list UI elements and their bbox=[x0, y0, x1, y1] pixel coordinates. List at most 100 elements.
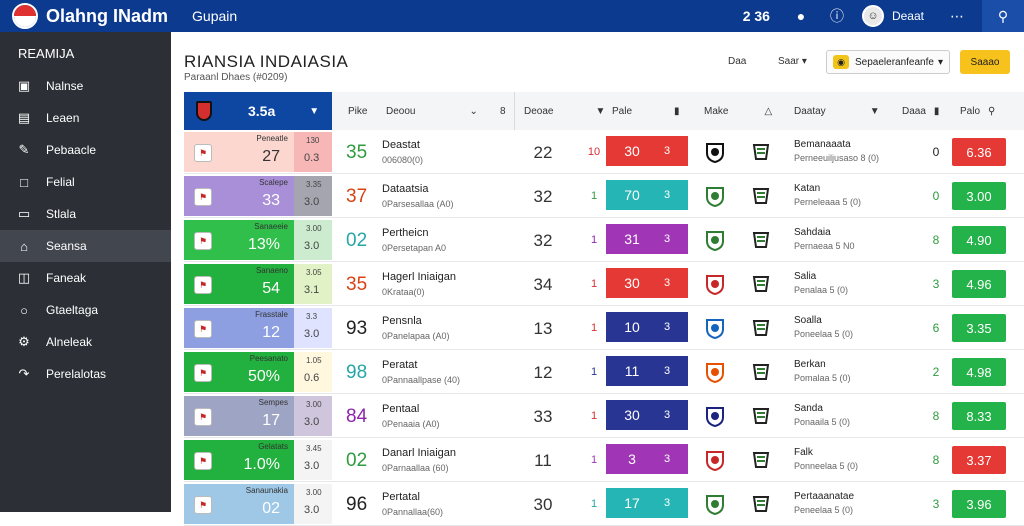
team-name[interactable]: Bemanaaata bbox=[794, 139, 851, 150]
row-title[interactable]: Pertatal bbox=[382, 491, 420, 503]
lock-icon: △ bbox=[764, 105, 773, 117]
row-title[interactable]: Pertheicn bbox=[382, 227, 429, 239]
row-title[interactable]: Pensnla bbox=[382, 315, 422, 327]
table-row[interactable]: ⚑ Sanaunakia 02 3.00 3.0 96 Pertatal 0Pa… bbox=[184, 482, 1024, 526]
small-number: 1 bbox=[590, 498, 598, 510]
team-name[interactable]: Pertaaanatae bbox=[794, 491, 855, 502]
percent-cell: ⚑ Sempes 17 bbox=[184, 396, 294, 436]
col-header-deoae[interactable]: Deoae ▼ bbox=[524, 92, 605, 130]
row-title[interactable]: Hagerl Iniaigan bbox=[382, 271, 456, 283]
sort-dropdown[interactable]: Saar ▾ bbox=[778, 56, 807, 67]
row-title[interactable]: Dataatsia bbox=[382, 183, 429, 195]
odds-button[interactable]: 4.90 bbox=[952, 226, 1006, 254]
col-header-pike[interactable]: Pike bbox=[348, 105, 368, 117]
side-value-bottom: 3.0 bbox=[304, 460, 320, 472]
score-secondary: 3 bbox=[664, 453, 671, 465]
team-name[interactable]: Berkan bbox=[794, 359, 826, 370]
row-title[interactable]: Danarl Iniaigan bbox=[382, 447, 456, 459]
score-box[interactable]: 10 3 bbox=[606, 312, 688, 342]
sidebar-item[interactable]: ↷ Perelalotas bbox=[0, 358, 171, 390]
col-header-daaa-label: Daaa bbox=[902, 105, 926, 117]
team-select[interactable]: 3.5a ▼ bbox=[184, 92, 332, 130]
score-box[interactable]: 30 3 bbox=[606, 268, 688, 298]
score-box[interactable]: 30 3 bbox=[606, 400, 688, 430]
row-title[interactable]: Peratat bbox=[382, 359, 418, 371]
row-title[interactable]: Deastat bbox=[382, 139, 420, 151]
sidebar-item[interactable]: ✎ Pebaacle bbox=[0, 134, 171, 166]
col-header-make[interactable]: Make △ bbox=[704, 92, 772, 130]
col-header-extra: 8 bbox=[500, 105, 506, 117]
table-row[interactable]: ⚑ Sanaeno 54 3.05 3.1 35 Hagerl Iniaigan… bbox=[184, 262, 1024, 306]
odds-button[interactable]: 8.33 bbox=[952, 402, 1006, 430]
sidebar-item[interactable]: □ Felial bbox=[0, 166, 171, 198]
small-number: 10 bbox=[587, 146, 601, 158]
table-row[interactable]: ⚑ Scalepe 33 3.35 3.0 37 Dataatsia 0Pars… bbox=[184, 174, 1024, 218]
odds-button[interactable]: 3.35 bbox=[952, 314, 1006, 342]
avatar[interactable]: ☺ bbox=[861, 5, 884, 27]
odds-button[interactable]: 4.98 bbox=[952, 358, 1006, 386]
table-row[interactable]: ⚑ Sempes 17 3.00 3.0 84 Pentaal 0Penaaia… bbox=[184, 394, 1024, 438]
notification-count[interactable]: 2 36 bbox=[742, 8, 770, 24]
col-header-daatay[interactable]: Daatay ▼ bbox=[794, 92, 880, 130]
score-box[interactable]: 17 3 bbox=[606, 488, 688, 518]
odds-button[interactable]: 3.37 bbox=[952, 446, 1006, 474]
export-icon: ↷ bbox=[18, 366, 30, 381]
filter-select[interactable]: ◉ Sepaeleranfeanfe ▾ bbox=[826, 50, 950, 74]
row-title[interactable]: Pentaal bbox=[382, 403, 420, 415]
action-button[interactable]: Saaao bbox=[960, 50, 1010, 74]
score-box[interactable]: 30 3 bbox=[606, 136, 688, 166]
percent-value: 27 bbox=[262, 148, 280, 165]
col-header-palo[interactable]: Palo ⚲ bbox=[960, 92, 995, 130]
sort-label: Saar bbox=[778, 56, 800, 67]
app-subtitle-link[interactable]: Gupain bbox=[192, 8, 238, 24]
score-box[interactable]: 70 3 bbox=[606, 180, 688, 210]
col-header-pale[interactable]: Pale ▮ bbox=[612, 92, 680, 130]
mid-number: 13 bbox=[533, 319, 553, 338]
sidebar-item[interactable]: ⚙ Alneleak bbox=[0, 326, 171, 358]
team-name[interactable]: Falk bbox=[794, 447, 813, 458]
search-button[interactable]: ⚲ bbox=[982, 0, 1024, 32]
sidebar-item-label: Nalnse bbox=[46, 79, 84, 93]
sidebar-item[interactable]: ▤ Leaen bbox=[0, 102, 171, 134]
score-box[interactable]: 31 3 bbox=[606, 224, 688, 254]
team-badge-icon: ⚑ bbox=[194, 496, 212, 514]
sidebar-item[interactable]: ⌂ Seansa bbox=[0, 230, 171, 262]
user-icon[interactable]: ● bbox=[796, 8, 806, 24]
table-row[interactable]: ⚑ Peneatle 27 130 0.3 35 Deastat 006080(… bbox=[184, 130, 1024, 174]
sidebar-item[interactable]: ▣ Nalnse bbox=[0, 70, 171, 102]
team-name[interactable]: Sahdaia bbox=[794, 227, 831, 238]
team-name[interactable]: Salia bbox=[794, 271, 817, 282]
sidebar-item[interactable]: ▭ Stlala bbox=[0, 198, 171, 230]
odds-button[interactable]: 6.36 bbox=[952, 138, 1006, 166]
score-primary: 31 bbox=[624, 231, 640, 247]
table-row[interactable]: ⚑ Peesanato 50% 1.05 0.6 98 Peratat 0Pan… bbox=[184, 350, 1024, 394]
col-header-deoou[interactable]: Deoou ⌄ bbox=[386, 92, 478, 130]
row-subtitle: 0Parsesallaa (A0) bbox=[382, 199, 454, 209]
sidebar-item[interactable]: ◫ Faneak bbox=[0, 262, 171, 294]
team-name[interactable]: Katan bbox=[794, 183, 821, 194]
table-row[interactable]: ⚑ Gelatats 1.0% 3.45 3.0 02 Danarl Iniai… bbox=[184, 438, 1024, 482]
odds-button[interactable]: 4.96 bbox=[952, 270, 1006, 298]
more-icon[interactable]: ⋯ bbox=[950, 7, 964, 24]
table-row[interactable]: ⚑ Frasstale 12 3.3 3.0 93 Pensnla 0Panel… bbox=[184, 306, 1024, 350]
team-name[interactable]: Soalla bbox=[794, 315, 822, 326]
col-header-daaa[interactable]: Daaa ▮ bbox=[902, 92, 939, 130]
team-name[interactable]: Sanda bbox=[794, 403, 823, 414]
sidebar-item[interactable]: ○ Gtaeltaga bbox=[0, 294, 171, 326]
table-row[interactable]: ⚑ Sanaeeie 13% 3.00 3.0 02 Pertheicn 0Pe… bbox=[184, 218, 1024, 262]
right-number: 3 bbox=[932, 277, 940, 291]
side-value-top: 130 bbox=[306, 136, 320, 145]
odds-button[interactable]: 3.96 bbox=[952, 490, 1006, 518]
score-box[interactable]: 3 3 bbox=[606, 444, 688, 474]
col-header-make-label: Make bbox=[704, 105, 729, 117]
info-icon[interactable]: ⓘ bbox=[829, 8, 844, 24]
odds-button[interactable]: 3.00 bbox=[952, 182, 1006, 210]
mid-number: 34 bbox=[533, 275, 553, 294]
date-filter[interactable]: Daa bbox=[728, 56, 747, 67]
score-box[interactable]: 11 3 bbox=[606, 356, 688, 386]
percent-cell: ⚑ Sanaeeie 13% bbox=[184, 220, 294, 260]
flag-logo-icon bbox=[12, 3, 38, 29]
user-name[interactable]: Deaat bbox=[891, 9, 924, 23]
side-values: 130 0.3 bbox=[294, 132, 332, 172]
side-value-bottom: 3.0 bbox=[304, 196, 320, 208]
